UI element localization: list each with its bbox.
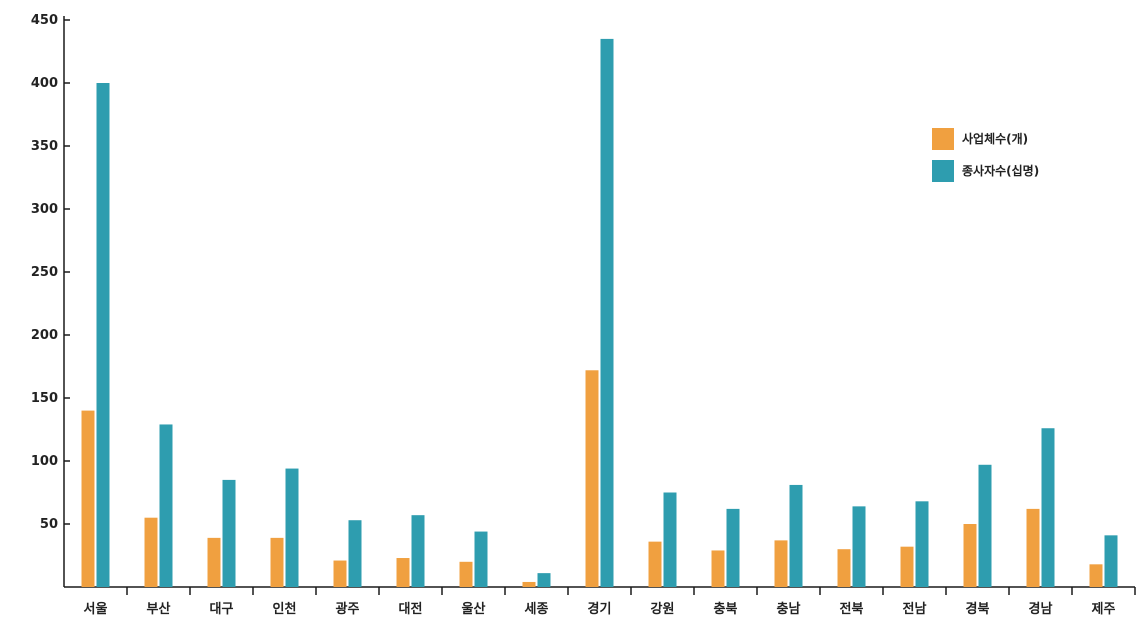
bar-businesses (1089, 564, 1103, 587)
bar-employees (852, 506, 866, 587)
bar-businesses (207, 537, 221, 587)
bar-employees (726, 508, 740, 587)
bar-businesses (81, 410, 95, 587)
x-tick-label: 경북 (966, 601, 990, 617)
x-axis: 서울 부산 대구 인천 광주 대전 울산 세종 경기 강원 충북 충남 전북 전남 경북 경남 제주 (64, 586, 1136, 617)
bar-employees (348, 520, 362, 587)
x-tick-label: 부산 (147, 601, 171, 617)
bar-employees (1104, 535, 1118, 587)
x-tick-label: 강원 (651, 601, 675, 617)
x-tick-label: 대전 (399, 601, 423, 617)
y-tick-label: 400 (31, 76, 58, 91)
legend-label: 사업체수(개) (962, 131, 1028, 146)
y-tick-label: 300 (31, 202, 58, 217)
x-tick-label: 광주 (336, 602, 360, 617)
legend: 사업체수(개) 종사자수(십명) (932, 128, 1039, 182)
bar-businesses (1026, 508, 1040, 587)
bar-businesses (585, 370, 599, 587)
bar-employees (96, 83, 110, 587)
bar-employees (411, 515, 425, 587)
x-tick-label: 충남 (777, 601, 801, 617)
bar-employees (159, 424, 173, 587)
x-tick-label: 대구 (210, 602, 234, 617)
bar-businesses (522, 581, 536, 587)
x-tick-label: 인천 (273, 601, 297, 617)
x-tick-label: 경남 (1029, 601, 1053, 617)
legend-label: 종사자수(십명) (962, 163, 1039, 178)
y-tick-label: 350 (31, 139, 58, 154)
bar-employees (978, 464, 992, 587)
bar-businesses (144, 517, 158, 587)
legend-swatch (932, 160, 954, 182)
bar-employees (663, 492, 677, 587)
bar-businesses (711, 550, 725, 587)
bar-businesses (333, 560, 347, 587)
x-tick-label: 경기 (588, 601, 612, 617)
bar-businesses (648, 541, 662, 587)
y-tick-label: 50 (40, 517, 58, 532)
bar-employees (600, 38, 614, 587)
bar-businesses (900, 546, 914, 587)
bar-businesses (459, 561, 473, 587)
bar-employees (537, 573, 551, 587)
y-tick-label: 450 (31, 13, 58, 28)
x-tick-label: 제주 (1092, 602, 1116, 617)
x-tick-label: 전남 (903, 601, 927, 617)
legend-swatch (932, 128, 954, 150)
y-axis: 50 100 150 200 250 300 350 400 450 (31, 13, 70, 587)
x-tick-label: 울산 (462, 601, 486, 617)
bar-businesses (270, 537, 284, 587)
bar-employees (474, 531, 488, 587)
bars (81, 38, 1118, 587)
bar-employees (789, 484, 803, 587)
bar-employees (285, 468, 299, 587)
bar-businesses (396, 558, 410, 587)
y-tick-label: 100 (31, 454, 58, 469)
bar-employees (222, 479, 236, 587)
bar-businesses (837, 549, 851, 587)
bar-businesses (963, 524, 977, 587)
y-tick-label: 200 (31, 328, 58, 343)
x-tick-label: 충북 (714, 601, 738, 617)
y-tick-label: 150 (31, 391, 58, 406)
bar-businesses (774, 540, 788, 587)
x-tick-label: 전북 (840, 601, 864, 617)
bar-employees (1041, 428, 1055, 587)
bar-employees (915, 501, 929, 587)
y-tick-label: 250 (31, 265, 58, 280)
x-tick-label: 서울 (84, 601, 108, 617)
x-tick-label: 세종 (525, 602, 549, 617)
